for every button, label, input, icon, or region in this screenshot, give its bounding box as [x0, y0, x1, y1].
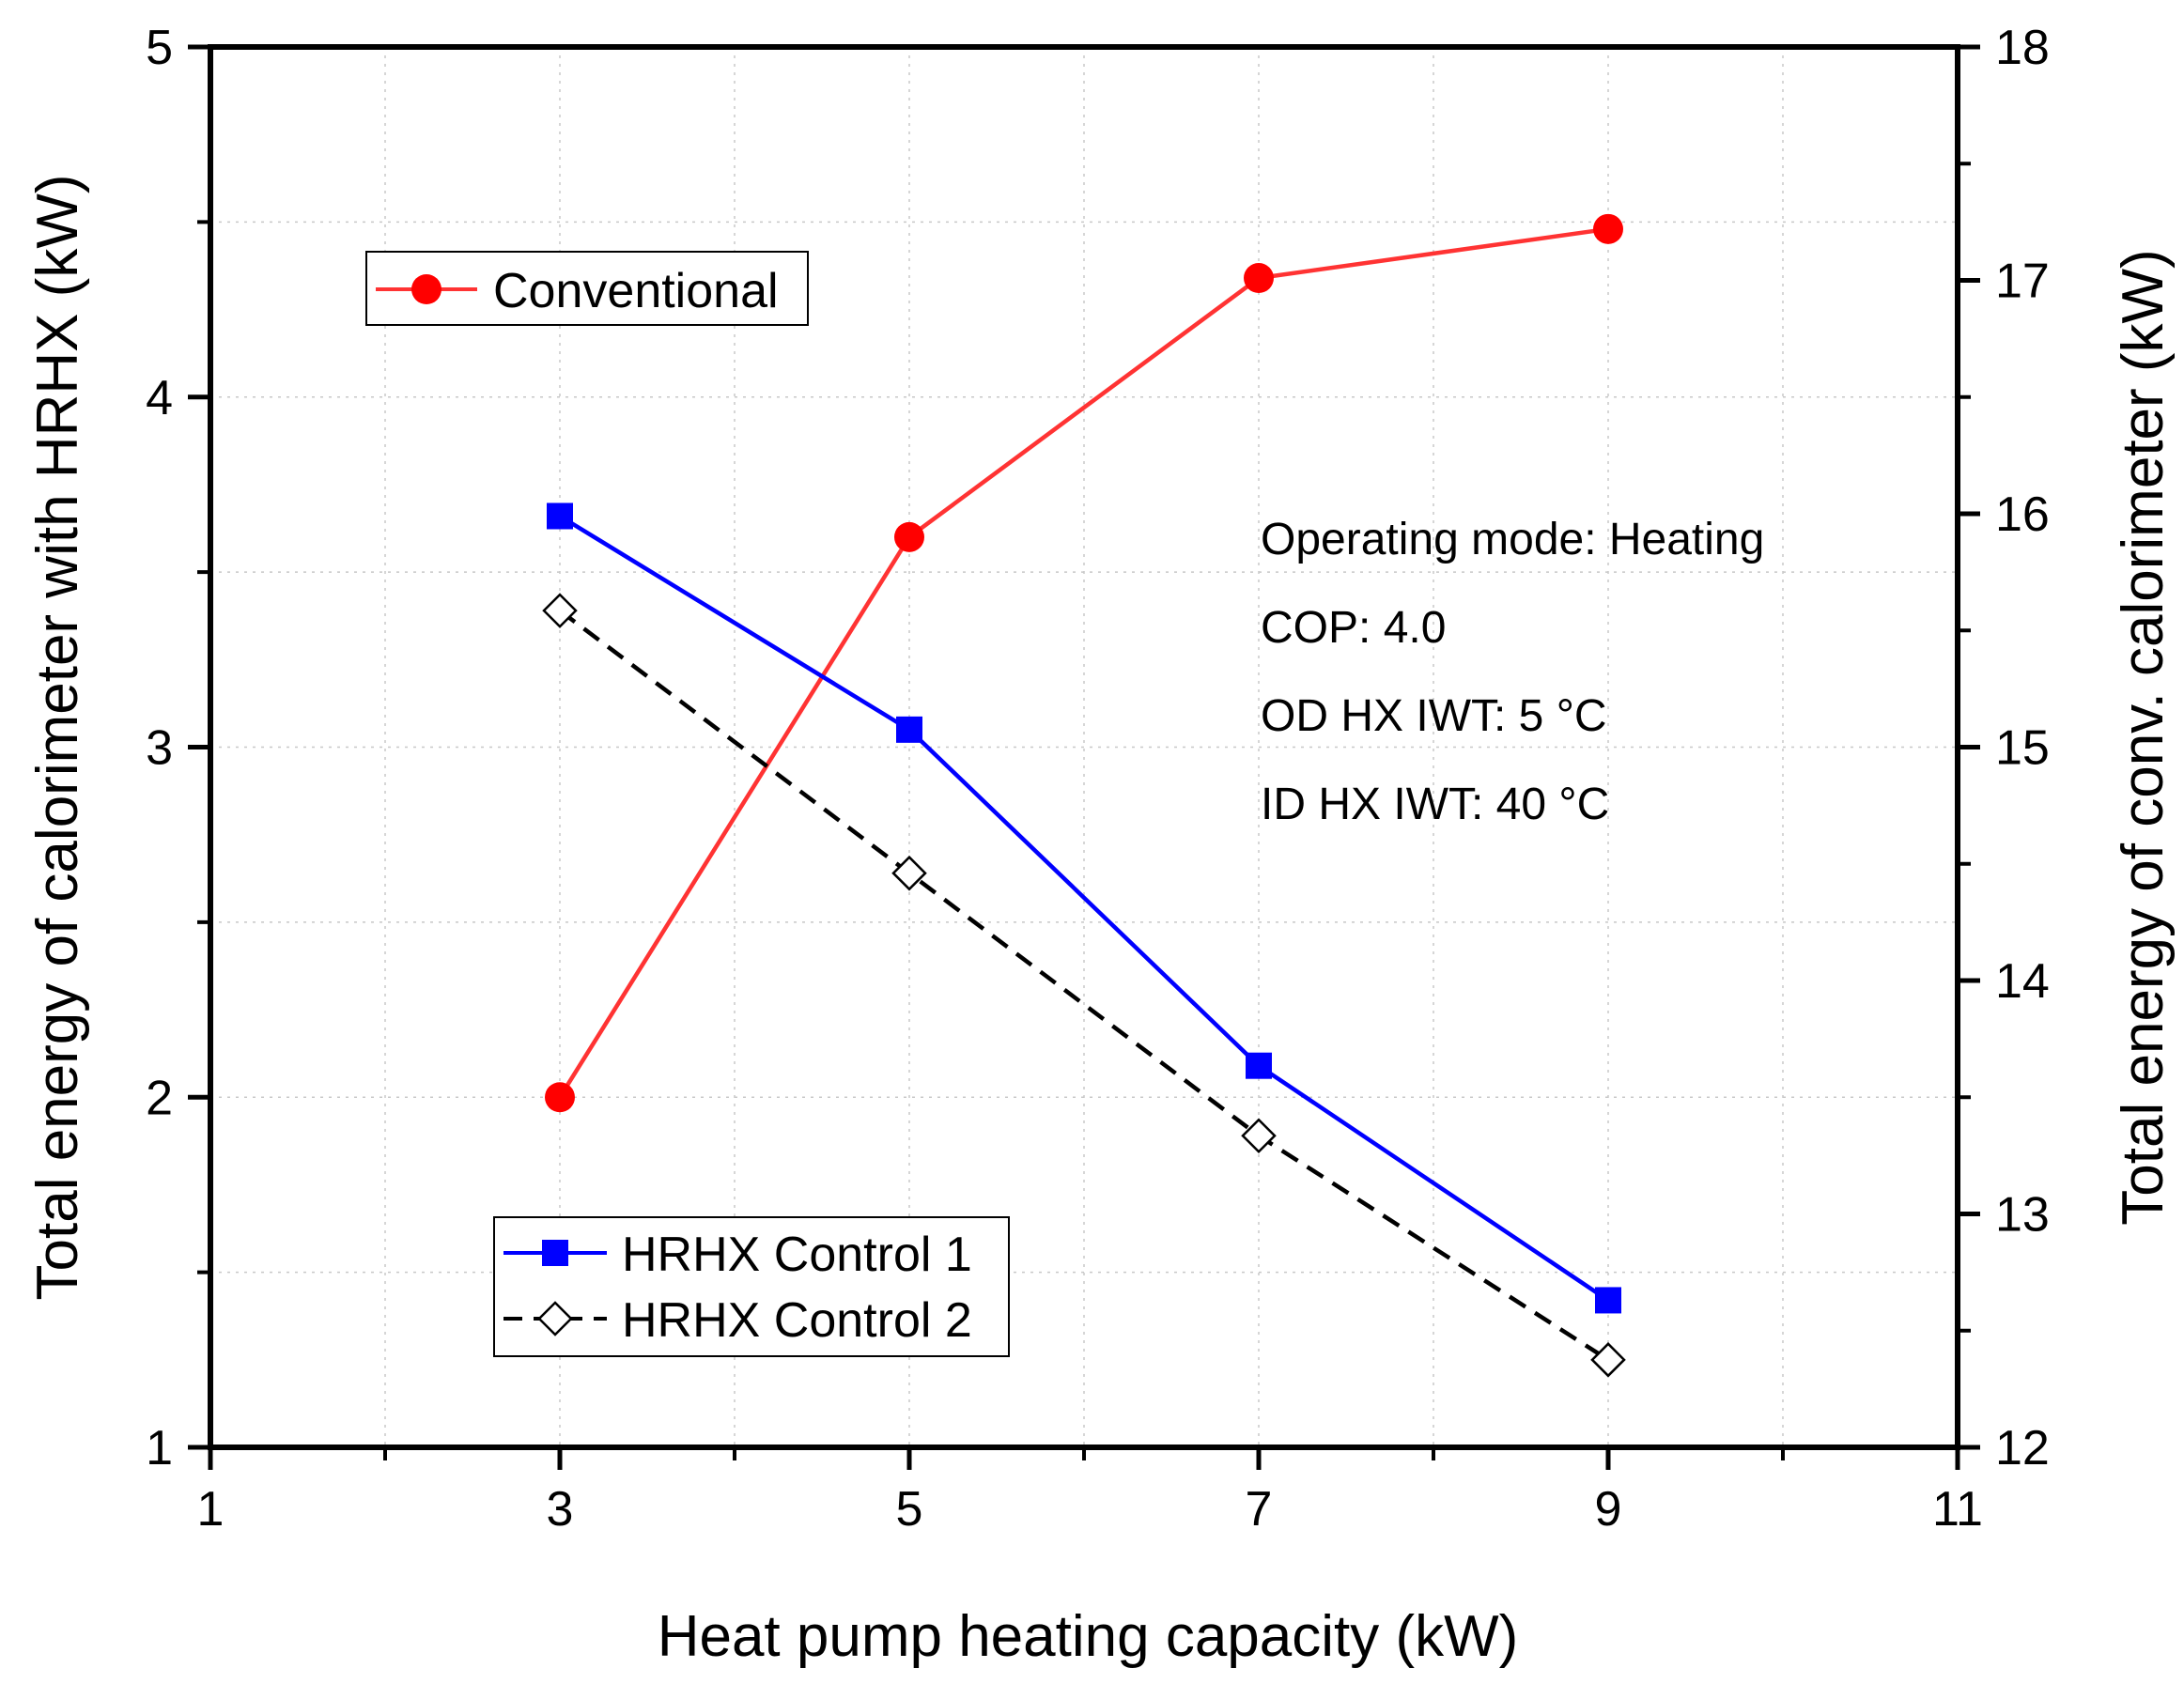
data-point-hrhx-control-1 — [1595, 1287, 1621, 1314]
y-left-tick-label: 2 — [146, 1071, 173, 1125]
legend-marker-hrhx-control-1 — [542, 1240, 568, 1266]
annotation-operating-mode: Operating mode: Heating — [1261, 515, 1764, 564]
legend-label-conventional: Conventional — [493, 264, 779, 318]
series-line-hrhx-control-1 — [558, 514, 1610, 1303]
legend-box — [493, 1216, 1010, 1357]
annotation-od-hx-iwt: OD HX IWT: 5 °C — [1261, 691, 1607, 741]
y-right-tick-label: 13 — [1995, 1188, 2050, 1243]
data-point-conventional — [1593, 213, 1623, 244]
x-axis-title: Heat pump heating capacity (kW) — [658, 1604, 1519, 1669]
legend-label-hrhx-control-1: HRHX Control 1 — [622, 1228, 972, 1282]
series-line-hrhx-control-2 — [558, 609, 1610, 1362]
y-left-tick-label: 1 — [146, 1421, 173, 1475]
legend-hrhx: HRHX Control 1 HRHX Control 2 — [493, 1216, 1010, 1357]
y-left-tick-label: 4 — [146, 371, 173, 425]
y-axis-left-title: Total energy of calorimeter with HRHX (k… — [25, 175, 90, 1301]
operating-conditions-annotation: Operating mode: Heating COP: 4.0 OD HX I… — [1261, 515, 1764, 829]
annotation-cop: COP: 4.0 — [1261, 603, 1446, 653]
data-point-hrhx-control-2 — [1590, 1342, 1626, 1378]
y-axis-right-title: Total energy of conv. calorimeter (kW) — [2111, 249, 2176, 1225]
y-right-tick-label: 17 — [1995, 255, 2050, 309]
data-point-hrhx-control-1 — [896, 716, 922, 743]
data-point-hrhx-control-2 — [891, 855, 927, 891]
y-right-tick-label: 14 — [1995, 954, 2050, 1009]
data-point-conventional — [545, 1082, 575, 1113]
data-point-hrhx-control-1 — [547, 502, 573, 530]
y-right-tick-label: 12 — [1995, 1421, 2050, 1475]
y-left-tick-label: 5 — [146, 21, 173, 75]
x-tick-label: 5 — [896, 1482, 923, 1537]
data-point-hrhx-control-2 — [1241, 1118, 1277, 1154]
y-right-tick-label: 15 — [1995, 721, 2050, 776]
x-tick-label: 7 — [1246, 1482, 1273, 1537]
x-tick-label: 3 — [547, 1482, 574, 1537]
data-point-hrhx-control-2 — [542, 593, 578, 628]
annotation-id-hx-iwt: ID HX IWT: 40 °C — [1261, 780, 1609, 829]
series-markers — [542, 213, 1626, 1378]
x-tick-label: 1 — [197, 1482, 225, 1537]
data-point-conventional — [894, 521, 924, 552]
legend-label-hrhx-control-2: HRHX Control 2 — [622, 1293, 972, 1348]
grid — [210, 47, 1958, 1447]
legend-conventional: Conventional — [365, 251, 809, 326]
series-lines — [558, 226, 1610, 1362]
legend-marker-conventional — [411, 274, 441, 304]
data-point-conventional — [1244, 263, 1274, 294]
data-point-hrhx-control-1 — [1246, 1052, 1272, 1079]
legend-marker-hrhx-control-2 — [537, 1301, 573, 1336]
y-left-tick-label: 3 — [146, 721, 173, 776]
y-right-tick-label: 18 — [1995, 21, 2050, 75]
x-tick-label: 11 — [1932, 1482, 1983, 1537]
plot-frame — [208, 44, 1960, 1450]
series-line-conventional — [558, 226, 1609, 1099]
y-right-tick-label: 16 — [1995, 487, 2050, 542]
x-tick-label: 9 — [1595, 1482, 1622, 1537]
